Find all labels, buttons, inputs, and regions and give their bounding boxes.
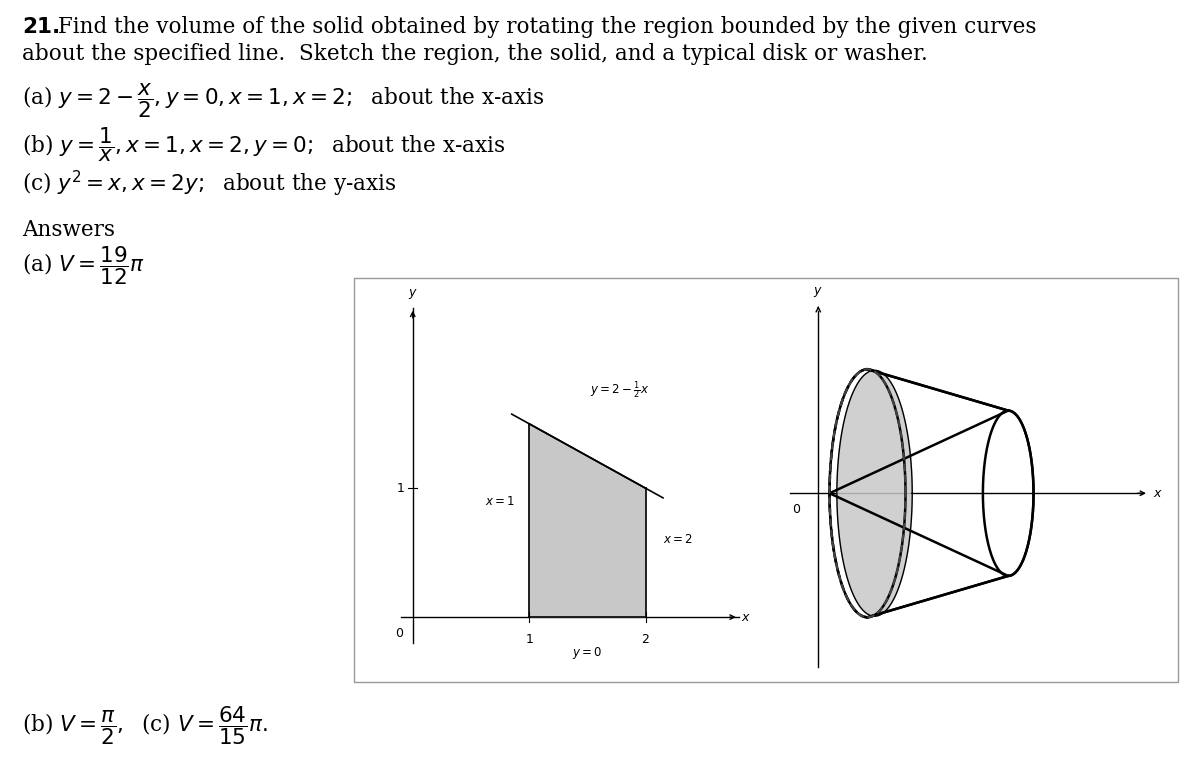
Text: $y=0$: $y=0$ bbox=[572, 646, 602, 661]
Text: $x$: $x$ bbox=[742, 611, 751, 624]
Text: Answers: Answers bbox=[22, 219, 115, 241]
Text: (a) $y = 2 - \dfrac{x}{2}, y = 0, x = 1, x = 2;$  about the x-axis: (a) $y = 2 - \dfrac{x}{2}, y = 0, x = 1,… bbox=[22, 81, 545, 120]
Text: $y=2-\frac{1}{2}x$: $y=2-\frac{1}{2}x$ bbox=[589, 379, 649, 400]
Text: $1$: $1$ bbox=[396, 482, 404, 495]
Text: $x=2$: $x=2$ bbox=[664, 533, 694, 546]
Text: $0$: $0$ bbox=[792, 503, 802, 516]
Polygon shape bbox=[529, 424, 646, 617]
Text: $2$: $2$ bbox=[641, 632, 650, 646]
Text: $\mathbf{21.}$: $\mathbf{21.}$ bbox=[22, 16, 60, 38]
Bar bbox=[354, 278, 1178, 682]
Text: $x=1$: $x=1$ bbox=[485, 494, 515, 508]
Polygon shape bbox=[836, 370, 912, 616]
Text: Find the volume of the solid obtained by rotating the region bounded by the give: Find the volume of the solid obtained by… bbox=[58, 16, 1037, 38]
Text: (b) $V = \dfrac{\pi}{2},$  (c) $V = \dfrac{64}{15}\pi.$: (b) $V = \dfrac{\pi}{2},$ (c) $V = \dfra… bbox=[22, 704, 268, 747]
Text: (c) $y^2 = x, x = 2y;$  about the y-axis: (c) $y^2 = x, x = 2y;$ about the y-axis bbox=[22, 169, 396, 199]
Text: $1$: $1$ bbox=[524, 632, 534, 646]
Text: (a) $V = \dfrac{19}{12}\pi$: (a) $V = \dfrac{19}{12}\pi$ bbox=[22, 244, 145, 286]
Text: $0$: $0$ bbox=[396, 628, 404, 640]
Text: $x$: $x$ bbox=[1153, 487, 1163, 500]
Text: $y$: $y$ bbox=[814, 285, 823, 299]
Text: $y$: $y$ bbox=[408, 287, 418, 301]
Text: about the specified line.  Sketch the region, the solid, and a typical disk or w: about the specified line. Sketch the reg… bbox=[22, 43, 928, 65]
Text: (b) $y = \dfrac{1}{x}, x = 1, x = 2, y = 0;$  about the x-axis: (b) $y = \dfrac{1}{x}, x = 1, x = 2, y =… bbox=[22, 125, 505, 164]
